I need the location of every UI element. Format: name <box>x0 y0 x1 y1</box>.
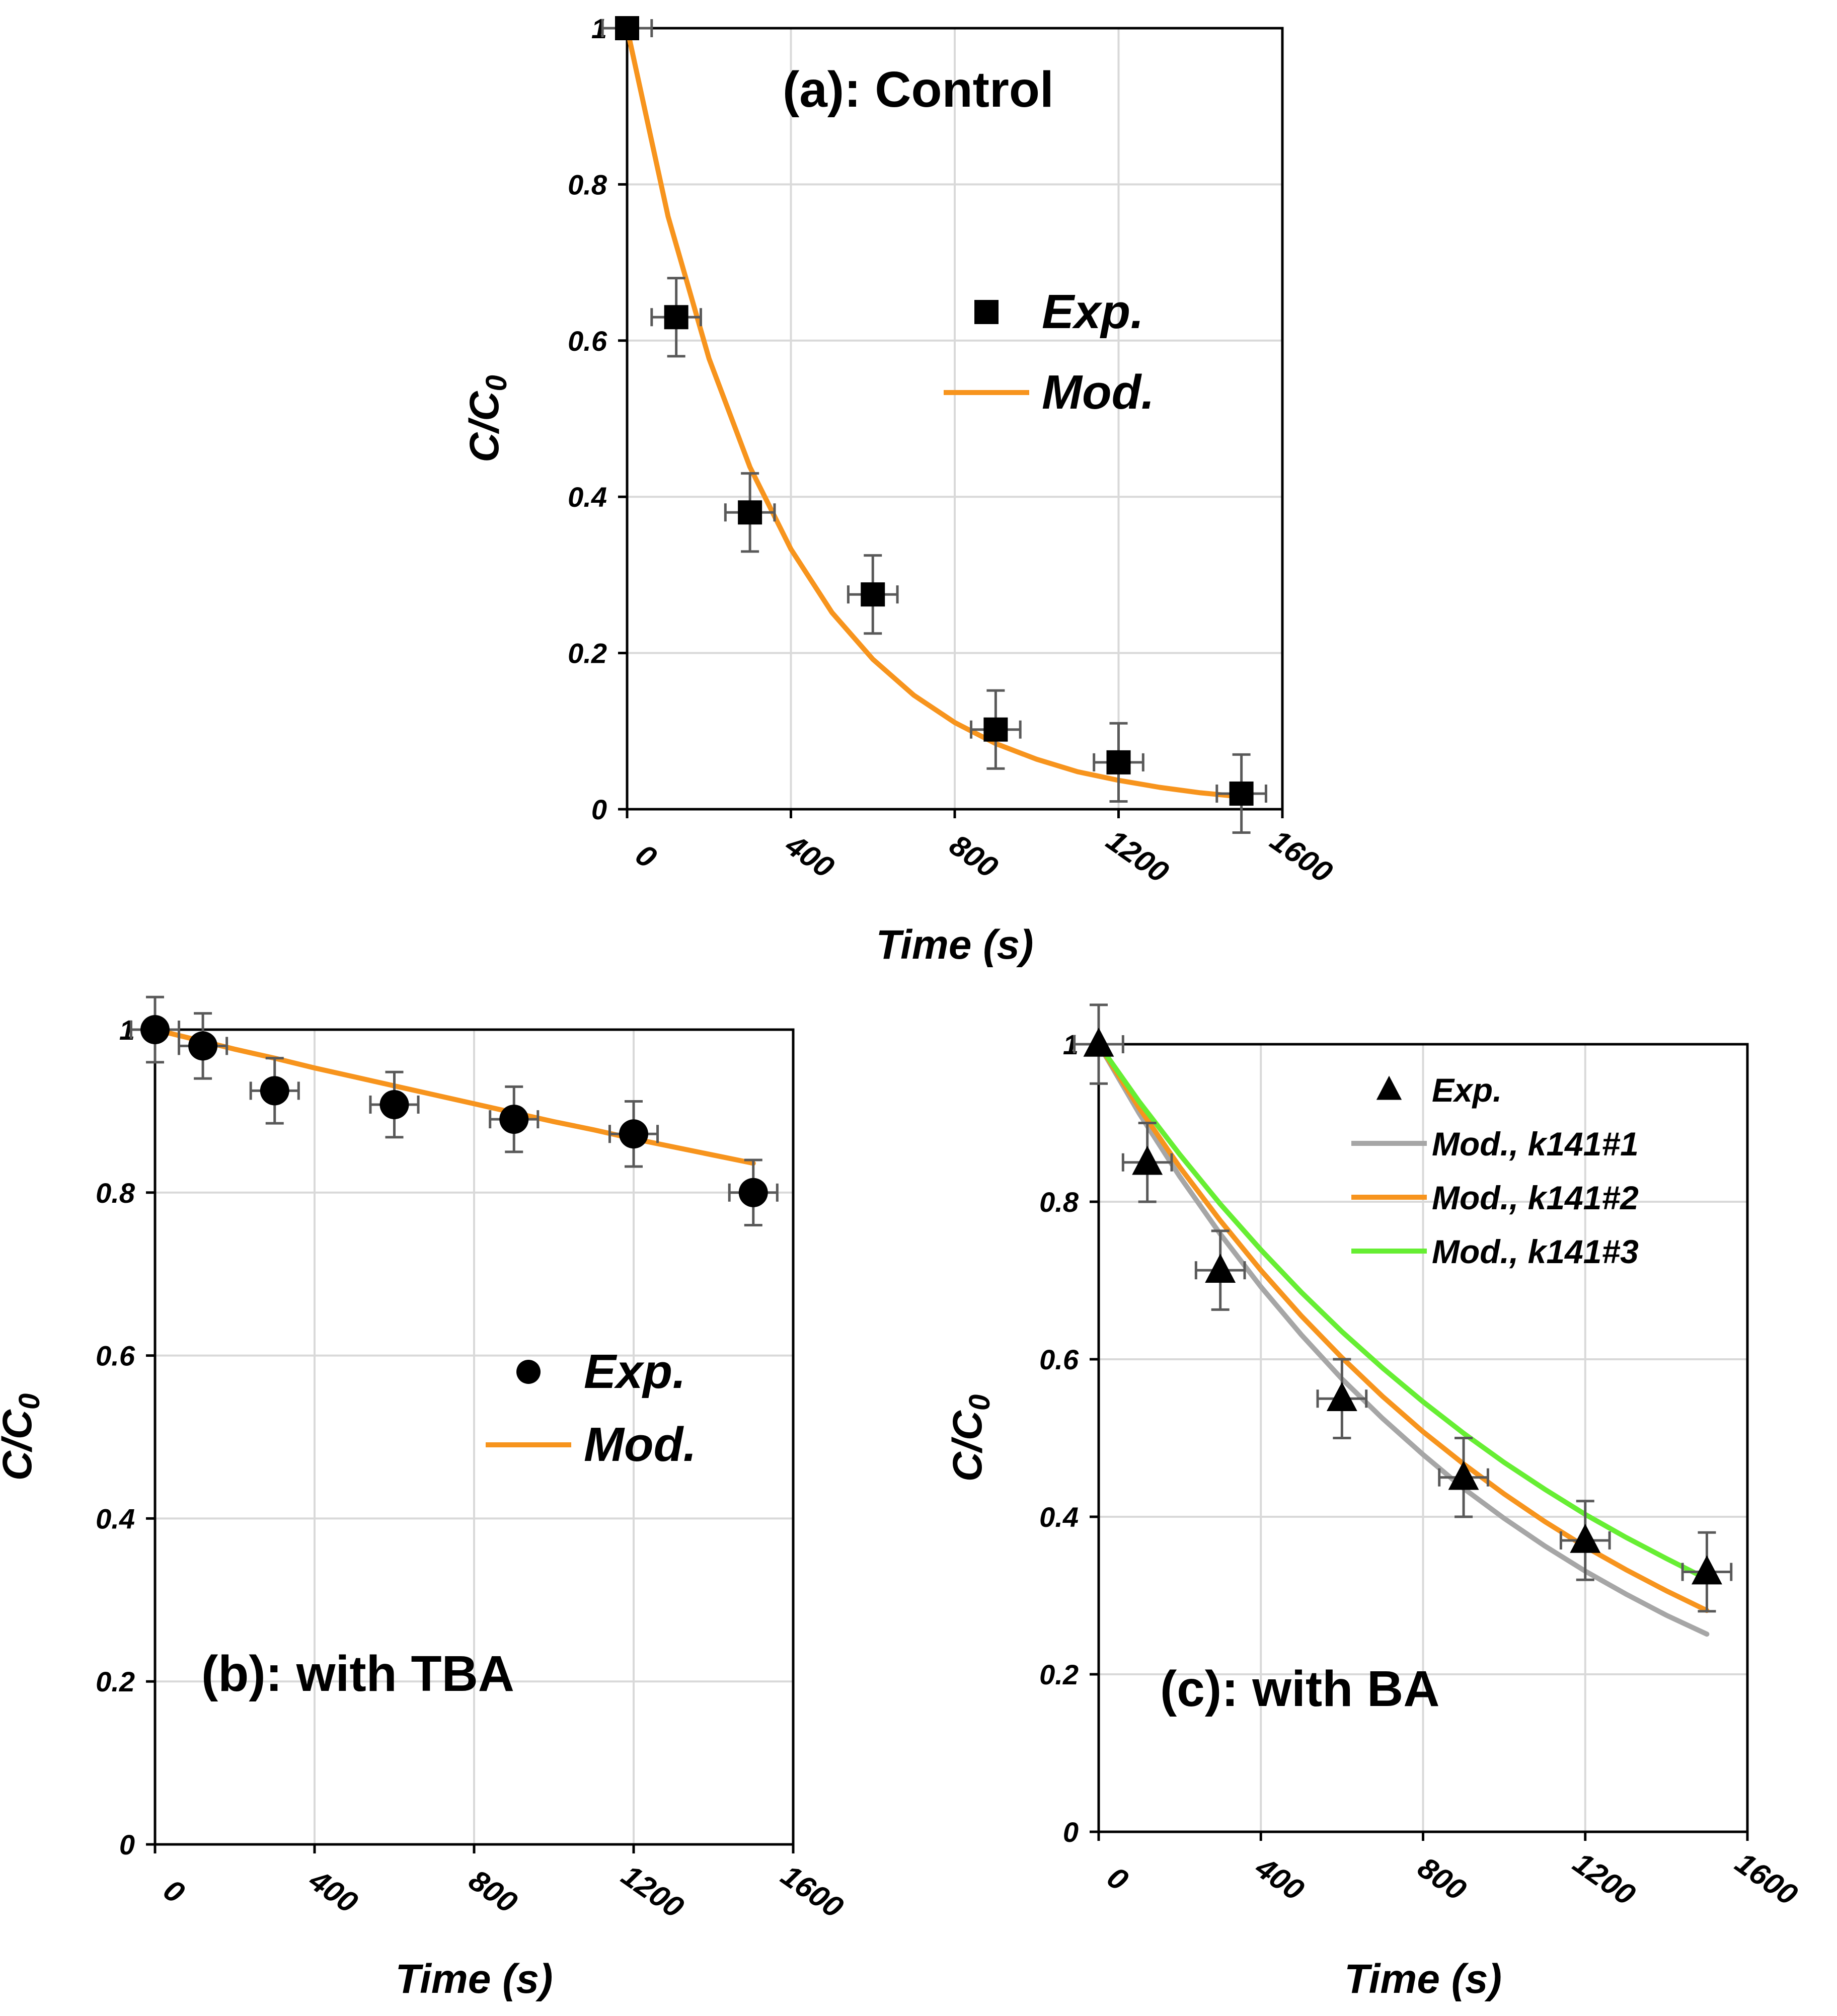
data-point <box>1106 750 1131 774</box>
legend-label: Exp. <box>584 1345 686 1399</box>
x-axis-title: Time (s) <box>876 922 1034 968</box>
y-tick-label: 0.8 <box>1039 1186 1079 1218</box>
legend-entry: Exp. <box>1376 1071 1502 1109</box>
legend: Exp. Mod. <box>486 1345 697 1471</box>
y-tick-label: 0.4 <box>96 1503 135 1534</box>
data-point <box>499 1105 529 1134</box>
data-point <box>983 717 1008 742</box>
panel-title: (a): Control <box>783 61 1054 118</box>
legend-entry: Exp. <box>516 1345 686 1399</box>
series-line <box>625 26 1244 800</box>
y-tick-label: 0.2 <box>1039 1659 1079 1690</box>
x-tick-label: 400 <box>1249 1850 1310 1907</box>
x-tick-label: 800 <box>463 1863 523 1919</box>
data-point <box>140 1015 170 1044</box>
x-tick-label: 1200 <box>1567 1845 1642 1911</box>
y-tick-label: 0.4 <box>568 481 607 513</box>
series-line <box>1096 1042 1710 1613</box>
data-point <box>664 305 688 330</box>
y-tick-label: 0 <box>591 794 607 825</box>
x-tick-label: 0 <box>158 1873 191 1910</box>
data-point <box>1448 1460 1479 1490</box>
legend: Exp. Mod., k141#1 Mod., k141#2 Mod., k141#3 <box>1351 1071 1639 1270</box>
y-tick-label: 0.6 <box>568 325 607 357</box>
data-point <box>738 1178 768 1207</box>
y-axis-title: C/C0 <box>462 375 513 462</box>
y-tick-label: 0 <box>1063 1816 1079 1848</box>
data-point <box>1691 1555 1722 1585</box>
legend-label: Exp. <box>1432 1071 1502 1109</box>
legend-entry: Mod. <box>486 1418 697 1471</box>
y-axis-title: C/C0 <box>0 1393 46 1481</box>
legend-marker <box>974 300 999 324</box>
legend-entry: Exp. <box>974 285 1144 339</box>
series-line <box>1096 1042 1710 1582</box>
panel-title: (b): with TBA <box>201 1646 514 1702</box>
legend-entry: Mod., k141#1 <box>1351 1125 1639 1162</box>
legend-label: Mod., k141#3 <box>1432 1233 1639 1270</box>
data-point <box>861 582 885 607</box>
legend-label: Exp. <box>1042 285 1144 339</box>
data-point <box>615 16 639 40</box>
gridlines <box>627 28 1282 809</box>
data-point <box>619 1119 648 1149</box>
legend-marker <box>516 1360 541 1384</box>
legend-marker <box>1376 1075 1402 1100</box>
y-tick-label: 0.6 <box>96 1340 135 1372</box>
x-tick-label: 1600 <box>775 1858 850 1924</box>
x-tick-label: 800 <box>1412 1850 1472 1907</box>
x-tick-label: 1600 <box>1264 823 1339 889</box>
y-tick-label: 0.8 <box>96 1177 135 1209</box>
x-tick-label: 400 <box>303 1863 364 1919</box>
y-tick-label: 0.2 <box>96 1666 135 1697</box>
y-tick-label: 0.6 <box>1039 1344 1079 1375</box>
data-point <box>1205 1254 1236 1283</box>
x-axis-title: Time (s) <box>1344 1956 1502 2002</box>
y-tick-label: 0.8 <box>568 169 607 200</box>
data-point <box>1570 1523 1601 1553</box>
legend-entry: Mod., k141#2 <box>1351 1179 1639 1216</box>
data-point <box>738 500 762 525</box>
data-point <box>1229 781 1254 806</box>
data-point <box>379 1090 409 1119</box>
legend-label: Mod. <box>1042 365 1155 419</box>
data-point <box>1326 1382 1357 1412</box>
legend-label: Mod., k141#1 <box>1432 1125 1639 1162</box>
panel-title: (c): with BA <box>1160 1661 1439 1717</box>
x-axis-title: Time (s) <box>396 1956 553 2002</box>
data-point <box>188 1031 218 1061</box>
series-line <box>1096 1042 1710 1637</box>
series-line <box>152 1027 756 1166</box>
data-point <box>260 1076 289 1106</box>
legend-entry: Mod. <box>944 365 1155 419</box>
legend-entry: Mod., k141#3 <box>1351 1233 1639 1270</box>
error-bar <box>728 1158 779 1227</box>
legend: Exp. Mod. <box>944 285 1155 419</box>
x-tick-label: 800 <box>944 828 1004 884</box>
x-tick-label: 1600 <box>1729 1845 1804 1911</box>
x-tick-label: 0 <box>630 837 663 875</box>
data-point <box>1132 1145 1163 1175</box>
x-tick-label: 0 <box>1101 1860 1134 1897</box>
x-tick-label: 1200 <box>1100 823 1175 889</box>
x-tick-label: 1200 <box>616 1858 690 1924</box>
x-tick-label: 400 <box>779 827 840 884</box>
legend-label: Mod. <box>584 1418 697 1471</box>
y-tick-label: 0.2 <box>568 638 607 669</box>
data-point <box>1083 1027 1114 1057</box>
legend-label: Mod., k141#2 <box>1432 1179 1639 1216</box>
y-tick-label: 0 <box>119 1829 135 1860</box>
y-tick-label: 0.4 <box>1039 1501 1079 1533</box>
y-axis-title: C/C0 <box>945 1394 996 1482</box>
